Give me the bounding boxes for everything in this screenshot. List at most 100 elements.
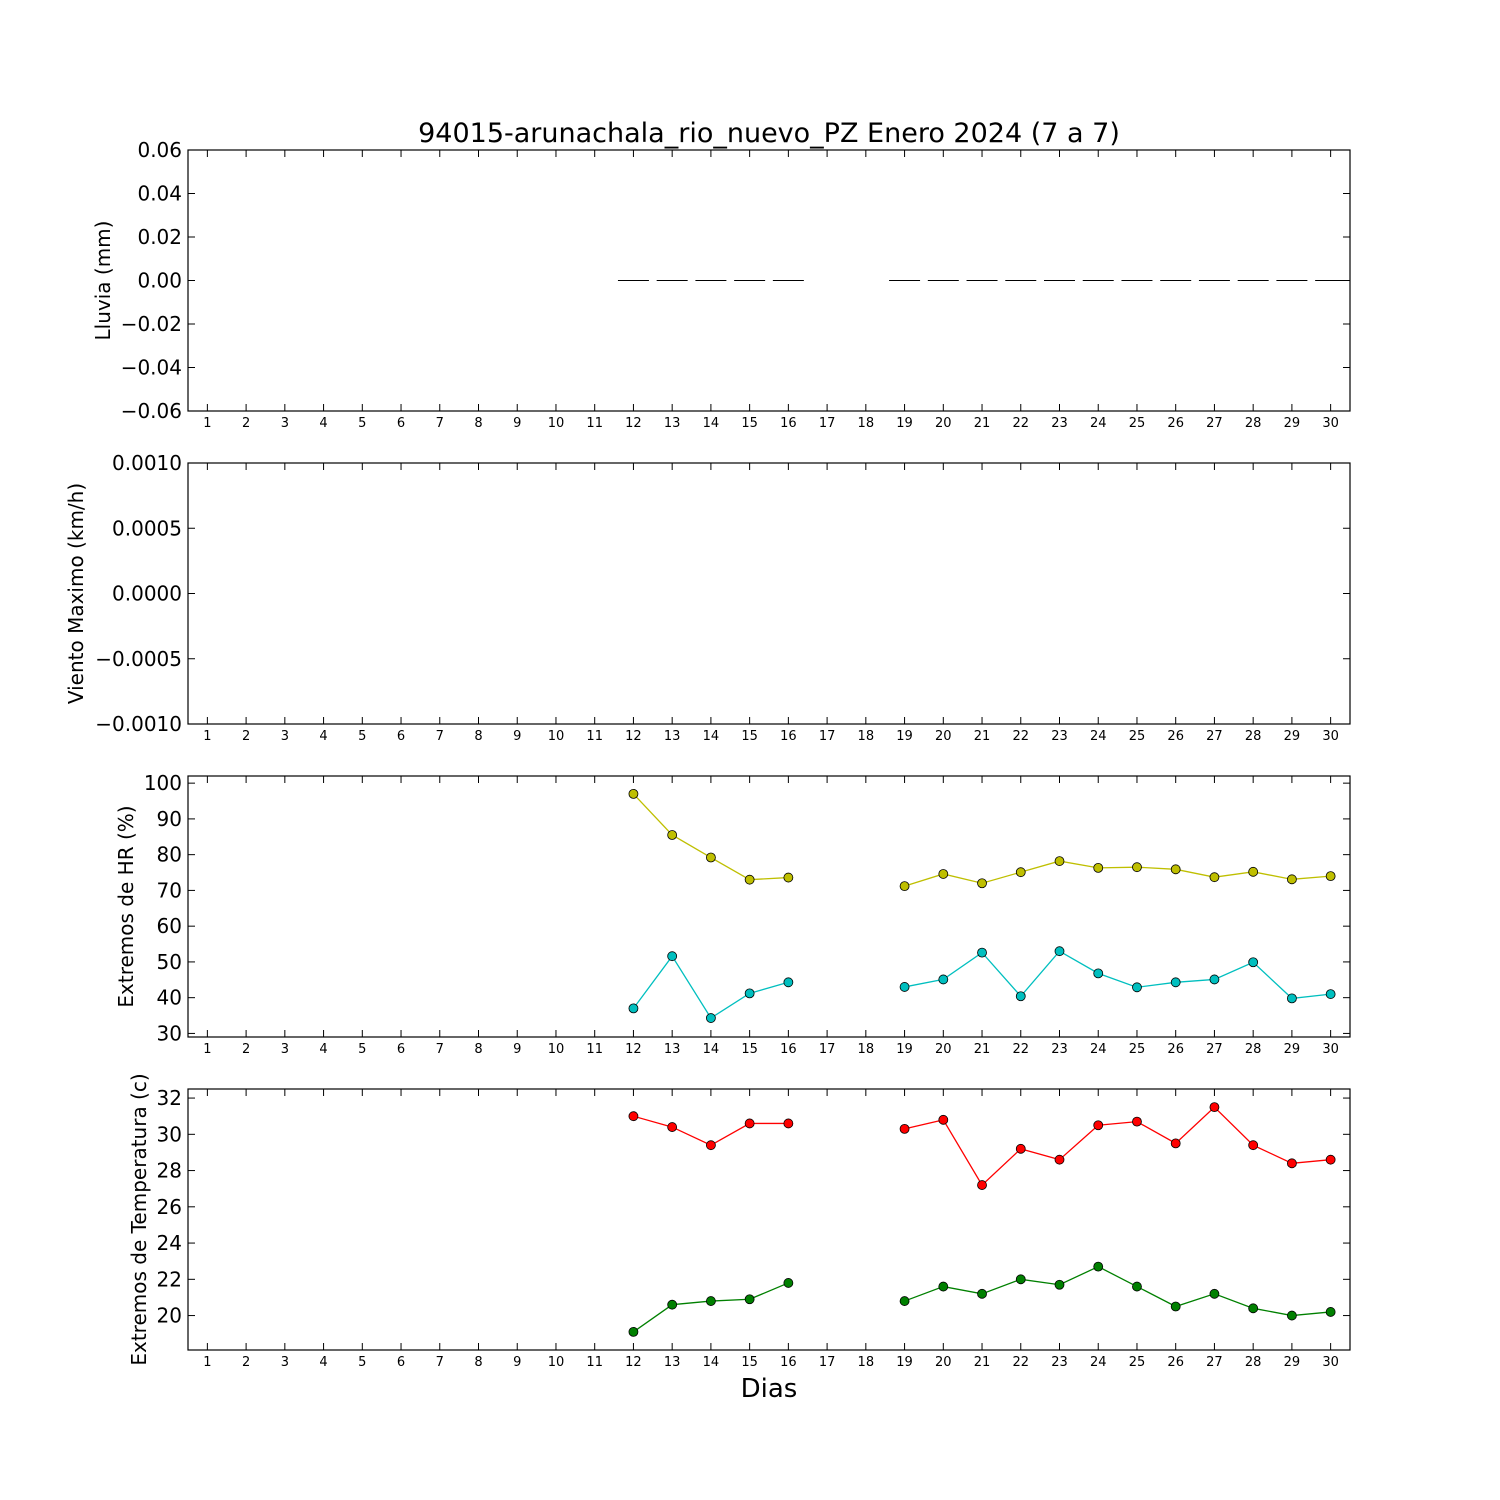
temperature-xtick-label: 21 [974,1355,991,1370]
wind-xtick-label: 28 [1245,729,1262,744]
rain-xtick-label: 3 [281,416,289,431]
temperature-axes-frame [187,1088,1351,1351]
temperature-data-point [783,1278,794,1288]
rain-xtick-label: 26 [1167,416,1184,431]
wind-xtick-label: 5 [358,729,366,744]
temperature-data-point [1054,1154,1065,1165]
humidity-series-line [904,950,1331,1000]
rain-bar [889,280,921,281]
humidity-xtick-label: 16 [780,1042,797,1057]
humidity-ytick-label: 30 [157,1021,182,1045]
temperature-ytick-label: 20 [157,1304,182,1328]
humidity-xtick-label: 23 [1051,1042,1068,1057]
humidity-ytick-label: 70 [157,878,182,902]
temperature-xtick-label: 16 [780,1355,797,1370]
humidity-data-point [1170,864,1181,875]
rain-bar [772,280,804,281]
temperature-data-point [938,1114,949,1125]
humidity-data-point [977,947,987,958]
temperature-xtick-label: 2 [242,1355,250,1370]
rain-xtick-label: 20 [935,416,952,431]
rain-xtick-label: 12 [625,416,642,431]
rain-xtick-label: 8 [474,416,482,431]
rain-xtick-label: 22 [1012,416,1029,431]
rain-xtick-label: 9 [513,416,521,431]
temperature-data-point [783,1118,794,1129]
rain-ytick-label: 0.00 [137,269,182,293]
rain-xtick-label: 4 [319,416,327,431]
wind-xtick-label: 22 [1012,729,1029,744]
humidity-data-point [783,977,794,988]
temperature-data-point [1093,1120,1104,1131]
humidity-xtick-label: 15 [741,1042,758,1057]
humidity-xtick-label: 17 [819,1042,836,1057]
rain-xtick-label: 24 [1090,416,1107,431]
rain-xtick-label: 16 [780,416,797,431]
rain-xtick-label: 5 [358,416,366,431]
temperature-series-line [904,1106,1331,1187]
temperature-data-point [938,1281,949,1292]
rain-bar [1237,280,1269,281]
humidity-data-point [1054,946,1065,957]
temperature-xtick-label: 25 [1129,1355,1146,1370]
temperature-data-point [667,1122,678,1132]
rain-xtick-label: 13 [664,416,681,431]
temperature-data-point [744,1118,755,1129]
rain-xtick-label: 11 [586,416,603,431]
humidity-data-point [1287,874,1297,885]
humidity-data-point [1015,991,1026,1002]
temperature-xtick-label: 10 [548,1355,565,1370]
temperature-xtick-label: 27 [1206,1355,1223,1370]
rain-ytick-label: 0.06 [137,138,182,162]
humidity-xtick-label: 2 [242,1042,250,1057]
chart-title: 94015-arunachala_rio_nuevo_PZ Enero 2024… [418,118,1120,149]
humidity-data-point [783,872,794,883]
x-axis-label: Dias [741,1374,798,1404]
temperature-xtick-label: 12 [625,1355,642,1370]
wind-xtick-label: 11 [586,729,603,744]
temperature-xtick-label: 23 [1051,1355,1068,1370]
humidity-data-point [744,874,755,885]
humidity-data-point [977,878,987,889]
temperature-xtick-label: 18 [858,1355,875,1370]
temperature-data-point [977,1180,987,1190]
wind-ytick-label: −0.0010 [95,712,182,736]
temperature-data-point [1015,1143,1026,1154]
humidity-xtick-label: 22 [1012,1042,1029,1057]
temperature-data-point [628,1111,639,1122]
rain-xtick-label: 25 [1129,416,1146,431]
rain-ytick-label: 0.04 [137,182,182,206]
humidity-ytick-label: 60 [157,914,182,938]
humidity-data-point [938,869,949,879]
rain-xtick-label: 17 [819,416,836,431]
temperature-data-point [667,1299,678,1310]
temperature-ytick-label: 24 [157,1231,182,1255]
wind-xtick-label: 23 [1051,729,1068,744]
rain-xtick-label: 18 [858,416,875,431]
temperature-xtick-label: 4 [319,1355,327,1370]
rain-bar [695,280,727,281]
temperature-data-point [706,1140,716,1151]
temperature-data-point [1248,1140,1259,1151]
humidity-xtick-label: 4 [319,1042,327,1057]
rain-xtick-label: 19 [896,416,913,431]
wind-xtick-label: 29 [1284,729,1301,744]
humidity-xtick-label: 8 [474,1042,482,1057]
wind-axes-frame [187,462,1351,725]
temperature-data-point [1287,1310,1297,1321]
temperature-xtick-label: 30 [1322,1355,1339,1370]
rain-xtick-label: 28 [1245,416,1262,431]
humidity-series-line [632,955,789,1019]
humidity-data-point [744,988,755,999]
rain-bar [1198,280,1230,281]
humidity-data-point [1132,862,1142,873]
wind-xtick-label: 16 [780,729,797,744]
humidity-xtick-label: 18 [858,1042,875,1057]
temperature-xtick-label: 15 [741,1355,758,1370]
temperature-data-point [1015,1274,1026,1285]
rain-xtick-label: 29 [1284,416,1301,431]
humidity-xtick-label: 3 [281,1042,289,1057]
